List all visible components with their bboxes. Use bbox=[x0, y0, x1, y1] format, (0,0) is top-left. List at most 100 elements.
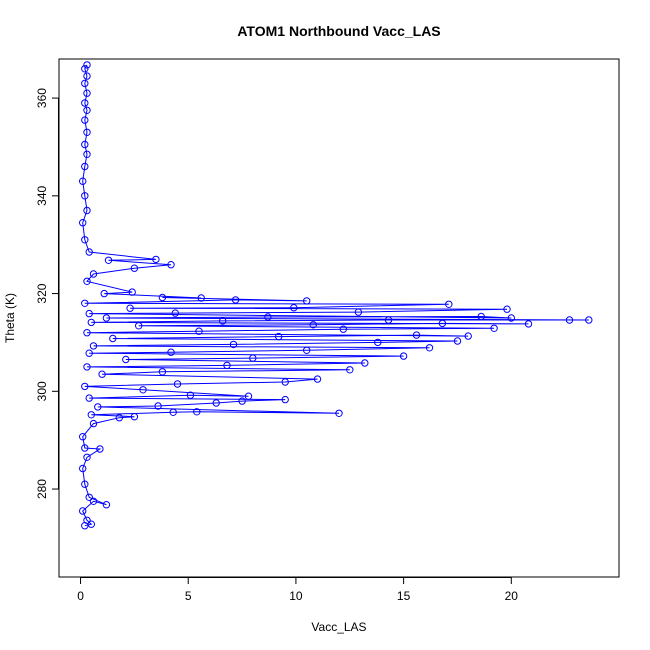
data-point bbox=[87, 318, 96, 327]
data-point bbox=[212, 399, 220, 407]
data-point bbox=[445, 300, 453, 308]
data-point bbox=[477, 312, 485, 321]
data-point bbox=[122, 355, 130, 364]
data-point bbox=[96, 445, 104, 453]
data-point bbox=[290, 304, 298, 312]
data-point bbox=[464, 332, 472, 340]
data-point bbox=[79, 464, 87, 473]
x-axis: 0 5 10 15 20 bbox=[77, 577, 518, 603]
data-point bbox=[104, 256, 113, 264]
data-point bbox=[102, 501, 111, 509]
data-point bbox=[585, 316, 593, 324]
data-point bbox=[85, 349, 93, 357]
data-point bbox=[83, 61, 91, 69]
y-axis-label: Theta (K) bbox=[3, 293, 17, 343]
series-line bbox=[82, 64, 589, 527]
y-tick-label: 300 bbox=[35, 381, 49, 401]
data-point bbox=[126, 304, 134, 312]
data-point bbox=[152, 255, 160, 264]
data-point bbox=[507, 314, 515, 322]
data-point bbox=[195, 327, 203, 335]
x-tick-label: 15 bbox=[397, 589, 411, 603]
x-tick-label: 5 bbox=[185, 589, 192, 603]
data-point bbox=[81, 299, 89, 307]
y-tick-label: 340 bbox=[35, 185, 49, 205]
data-point bbox=[83, 150, 91, 159]
data-point bbox=[130, 413, 139, 421]
data-point bbox=[238, 397, 246, 405]
data-point bbox=[197, 294, 205, 302]
data-point bbox=[193, 408, 201, 416]
data-point bbox=[89, 497, 98, 505]
data-point bbox=[79, 507, 87, 515]
data-point bbox=[503, 305, 511, 313]
data-point bbox=[313, 375, 322, 383]
data-point bbox=[81, 444, 89, 452]
data-point bbox=[83, 89, 91, 97]
data-point bbox=[89, 419, 98, 428]
data-point bbox=[281, 378, 289, 386]
data-point bbox=[81, 65, 89, 73]
data-point bbox=[244, 392, 253, 400]
data-point bbox=[339, 325, 347, 333]
data-point bbox=[83, 363, 91, 371]
data-point bbox=[139, 386, 147, 394]
data-point bbox=[89, 342, 98, 350]
data-point bbox=[223, 361, 231, 370]
data-point bbox=[219, 317, 227, 325]
data-point bbox=[425, 344, 434, 352]
data-point bbox=[81, 140, 89, 149]
data-point bbox=[361, 359, 369, 367]
data-point bbox=[83, 453, 91, 461]
data-point bbox=[438, 319, 447, 328]
data-point bbox=[87, 520, 96, 528]
data-point bbox=[169, 408, 177, 416]
data-point bbox=[399, 352, 408, 360]
data-point bbox=[85, 493, 93, 501]
data-point bbox=[79, 177, 87, 185]
data-point bbox=[79, 219, 87, 227]
data-point bbox=[173, 380, 182, 388]
data-point bbox=[83, 277, 91, 285]
data-point bbox=[100, 289, 108, 298]
data-point bbox=[565, 316, 574, 324]
data-point bbox=[490, 324, 498, 332]
data-point bbox=[229, 340, 238, 349]
data-point bbox=[154, 402, 162, 410]
data-point bbox=[281, 395, 289, 404]
data-point bbox=[303, 297, 311, 305]
data-point bbox=[83, 128, 91, 137]
data-point bbox=[346, 366, 354, 374]
data-point bbox=[81, 162, 89, 171]
data-point bbox=[81, 382, 89, 391]
y-axis: 280 300 320 340 360 bbox=[35, 88, 59, 499]
data-point bbox=[303, 346, 311, 354]
data-point bbox=[412, 331, 421, 339]
data-point bbox=[130, 264, 139, 272]
data-point bbox=[83, 329, 91, 337]
x-tick-label: 20 bbox=[505, 589, 519, 603]
data-point bbox=[83, 72, 91, 80]
data-point bbox=[158, 368, 167, 376]
data-point bbox=[81, 236, 89, 244]
data-point bbox=[85, 394, 93, 402]
data-point bbox=[309, 321, 317, 329]
data-point bbox=[135, 322, 143, 330]
x-axis-label: Vacc_LAS bbox=[311, 620, 366, 634]
x-tick-label: 0 bbox=[77, 589, 84, 603]
data-point bbox=[167, 348, 175, 356]
data-point bbox=[374, 338, 382, 347]
data-point bbox=[231, 296, 240, 304]
data-layer bbox=[79, 61, 593, 530]
y-tick-label: 320 bbox=[35, 283, 49, 303]
data-point bbox=[115, 414, 124, 422]
data-point bbox=[354, 308, 363, 316]
data-point bbox=[158, 293, 167, 302]
y-tick-label: 360 bbox=[35, 88, 49, 108]
data-point bbox=[83, 206, 91, 215]
chart-title: ATOM1 Northbound Vacc_LAS bbox=[237, 23, 440, 39]
data-point bbox=[167, 261, 175, 269]
data-point bbox=[186, 391, 195, 399]
data-point bbox=[128, 288, 136, 296]
data-point bbox=[81, 116, 89, 124]
